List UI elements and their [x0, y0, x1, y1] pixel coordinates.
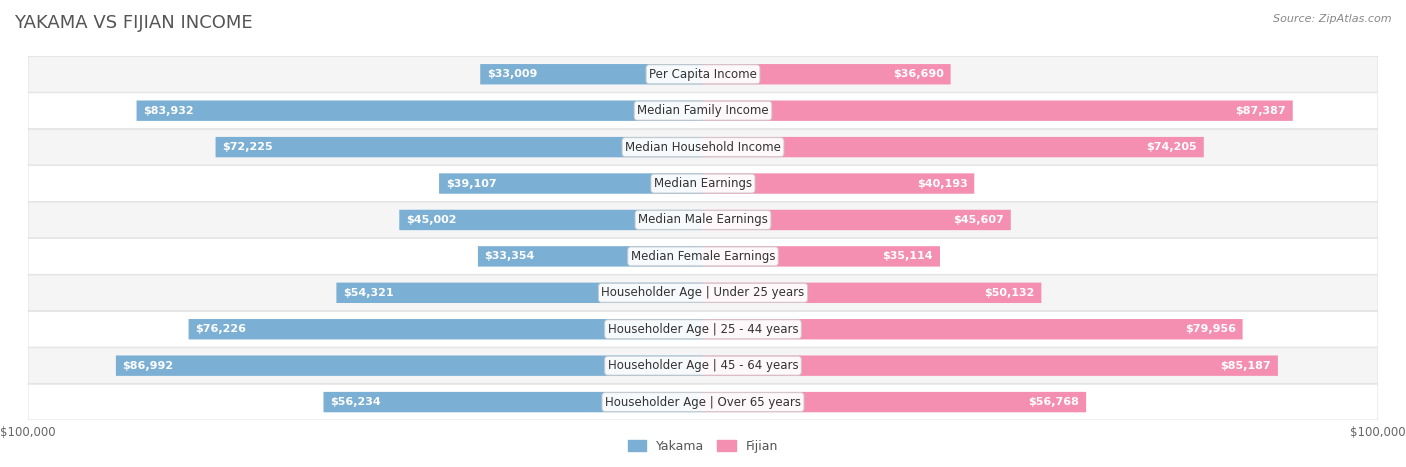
FancyBboxPatch shape: [703, 210, 1011, 230]
FancyBboxPatch shape: [703, 319, 1243, 340]
FancyBboxPatch shape: [399, 210, 703, 230]
FancyBboxPatch shape: [703, 173, 974, 194]
Text: $79,956: $79,956: [1185, 324, 1236, 334]
Text: Householder Age | 45 - 64 years: Householder Age | 45 - 64 years: [607, 359, 799, 372]
FancyBboxPatch shape: [478, 246, 703, 267]
Text: $86,992: $86,992: [122, 361, 174, 371]
FancyBboxPatch shape: [28, 129, 1378, 165]
FancyBboxPatch shape: [28, 275, 1378, 311]
Text: Source: ZipAtlas.com: Source: ZipAtlas.com: [1274, 14, 1392, 24]
Text: Median Family Income: Median Family Income: [637, 104, 769, 117]
Text: $45,002: $45,002: [406, 215, 457, 225]
Text: $40,193: $40,193: [917, 178, 967, 189]
FancyBboxPatch shape: [28, 239, 1378, 274]
FancyBboxPatch shape: [28, 311, 1378, 347]
Text: $36,690: $36,690: [893, 69, 943, 79]
Text: $74,205: $74,205: [1146, 142, 1197, 152]
FancyBboxPatch shape: [215, 137, 703, 157]
FancyBboxPatch shape: [188, 319, 703, 340]
FancyBboxPatch shape: [336, 283, 703, 303]
Text: $56,768: $56,768: [1029, 397, 1080, 407]
Text: Per Capita Income: Per Capita Income: [650, 68, 756, 81]
FancyBboxPatch shape: [703, 283, 1042, 303]
FancyBboxPatch shape: [439, 173, 703, 194]
Text: $39,107: $39,107: [446, 178, 496, 189]
Text: Median Household Income: Median Household Income: [626, 141, 780, 154]
Text: $83,932: $83,932: [143, 106, 194, 116]
FancyBboxPatch shape: [703, 392, 1085, 412]
Text: $72,225: $72,225: [222, 142, 273, 152]
FancyBboxPatch shape: [28, 166, 1378, 201]
FancyBboxPatch shape: [28, 202, 1378, 238]
Text: Householder Age | 25 - 44 years: Householder Age | 25 - 44 years: [607, 323, 799, 336]
FancyBboxPatch shape: [703, 355, 1278, 376]
FancyBboxPatch shape: [115, 355, 703, 376]
Text: $85,187: $85,187: [1220, 361, 1271, 371]
FancyBboxPatch shape: [703, 100, 1292, 121]
Text: Median Male Earnings: Median Male Earnings: [638, 213, 768, 226]
FancyBboxPatch shape: [703, 137, 1204, 157]
Legend: Yakama, Fijian: Yakama, Fijian: [623, 435, 783, 458]
FancyBboxPatch shape: [703, 246, 941, 267]
Text: Median Female Earnings: Median Female Earnings: [631, 250, 775, 263]
FancyBboxPatch shape: [323, 392, 703, 412]
Text: $35,114: $35,114: [883, 251, 934, 262]
FancyBboxPatch shape: [703, 64, 950, 85]
FancyBboxPatch shape: [28, 348, 1378, 383]
Text: $33,354: $33,354: [485, 251, 536, 262]
Text: $45,607: $45,607: [953, 215, 1004, 225]
Text: $50,132: $50,132: [984, 288, 1035, 298]
Text: $54,321: $54,321: [343, 288, 394, 298]
Text: Householder Age | Over 65 years: Householder Age | Over 65 years: [605, 396, 801, 409]
Text: $56,234: $56,234: [330, 397, 381, 407]
FancyBboxPatch shape: [28, 57, 1378, 92]
Text: Median Earnings: Median Earnings: [654, 177, 752, 190]
Text: $76,226: $76,226: [195, 324, 246, 334]
Text: Householder Age | Under 25 years: Householder Age | Under 25 years: [602, 286, 804, 299]
Text: YAKAMA VS FIJIAN INCOME: YAKAMA VS FIJIAN INCOME: [14, 14, 253, 32]
Text: $87,387: $87,387: [1236, 106, 1286, 116]
FancyBboxPatch shape: [136, 100, 703, 121]
FancyBboxPatch shape: [481, 64, 703, 85]
FancyBboxPatch shape: [28, 93, 1378, 128]
Text: $33,009: $33,009: [486, 69, 537, 79]
FancyBboxPatch shape: [28, 384, 1378, 420]
